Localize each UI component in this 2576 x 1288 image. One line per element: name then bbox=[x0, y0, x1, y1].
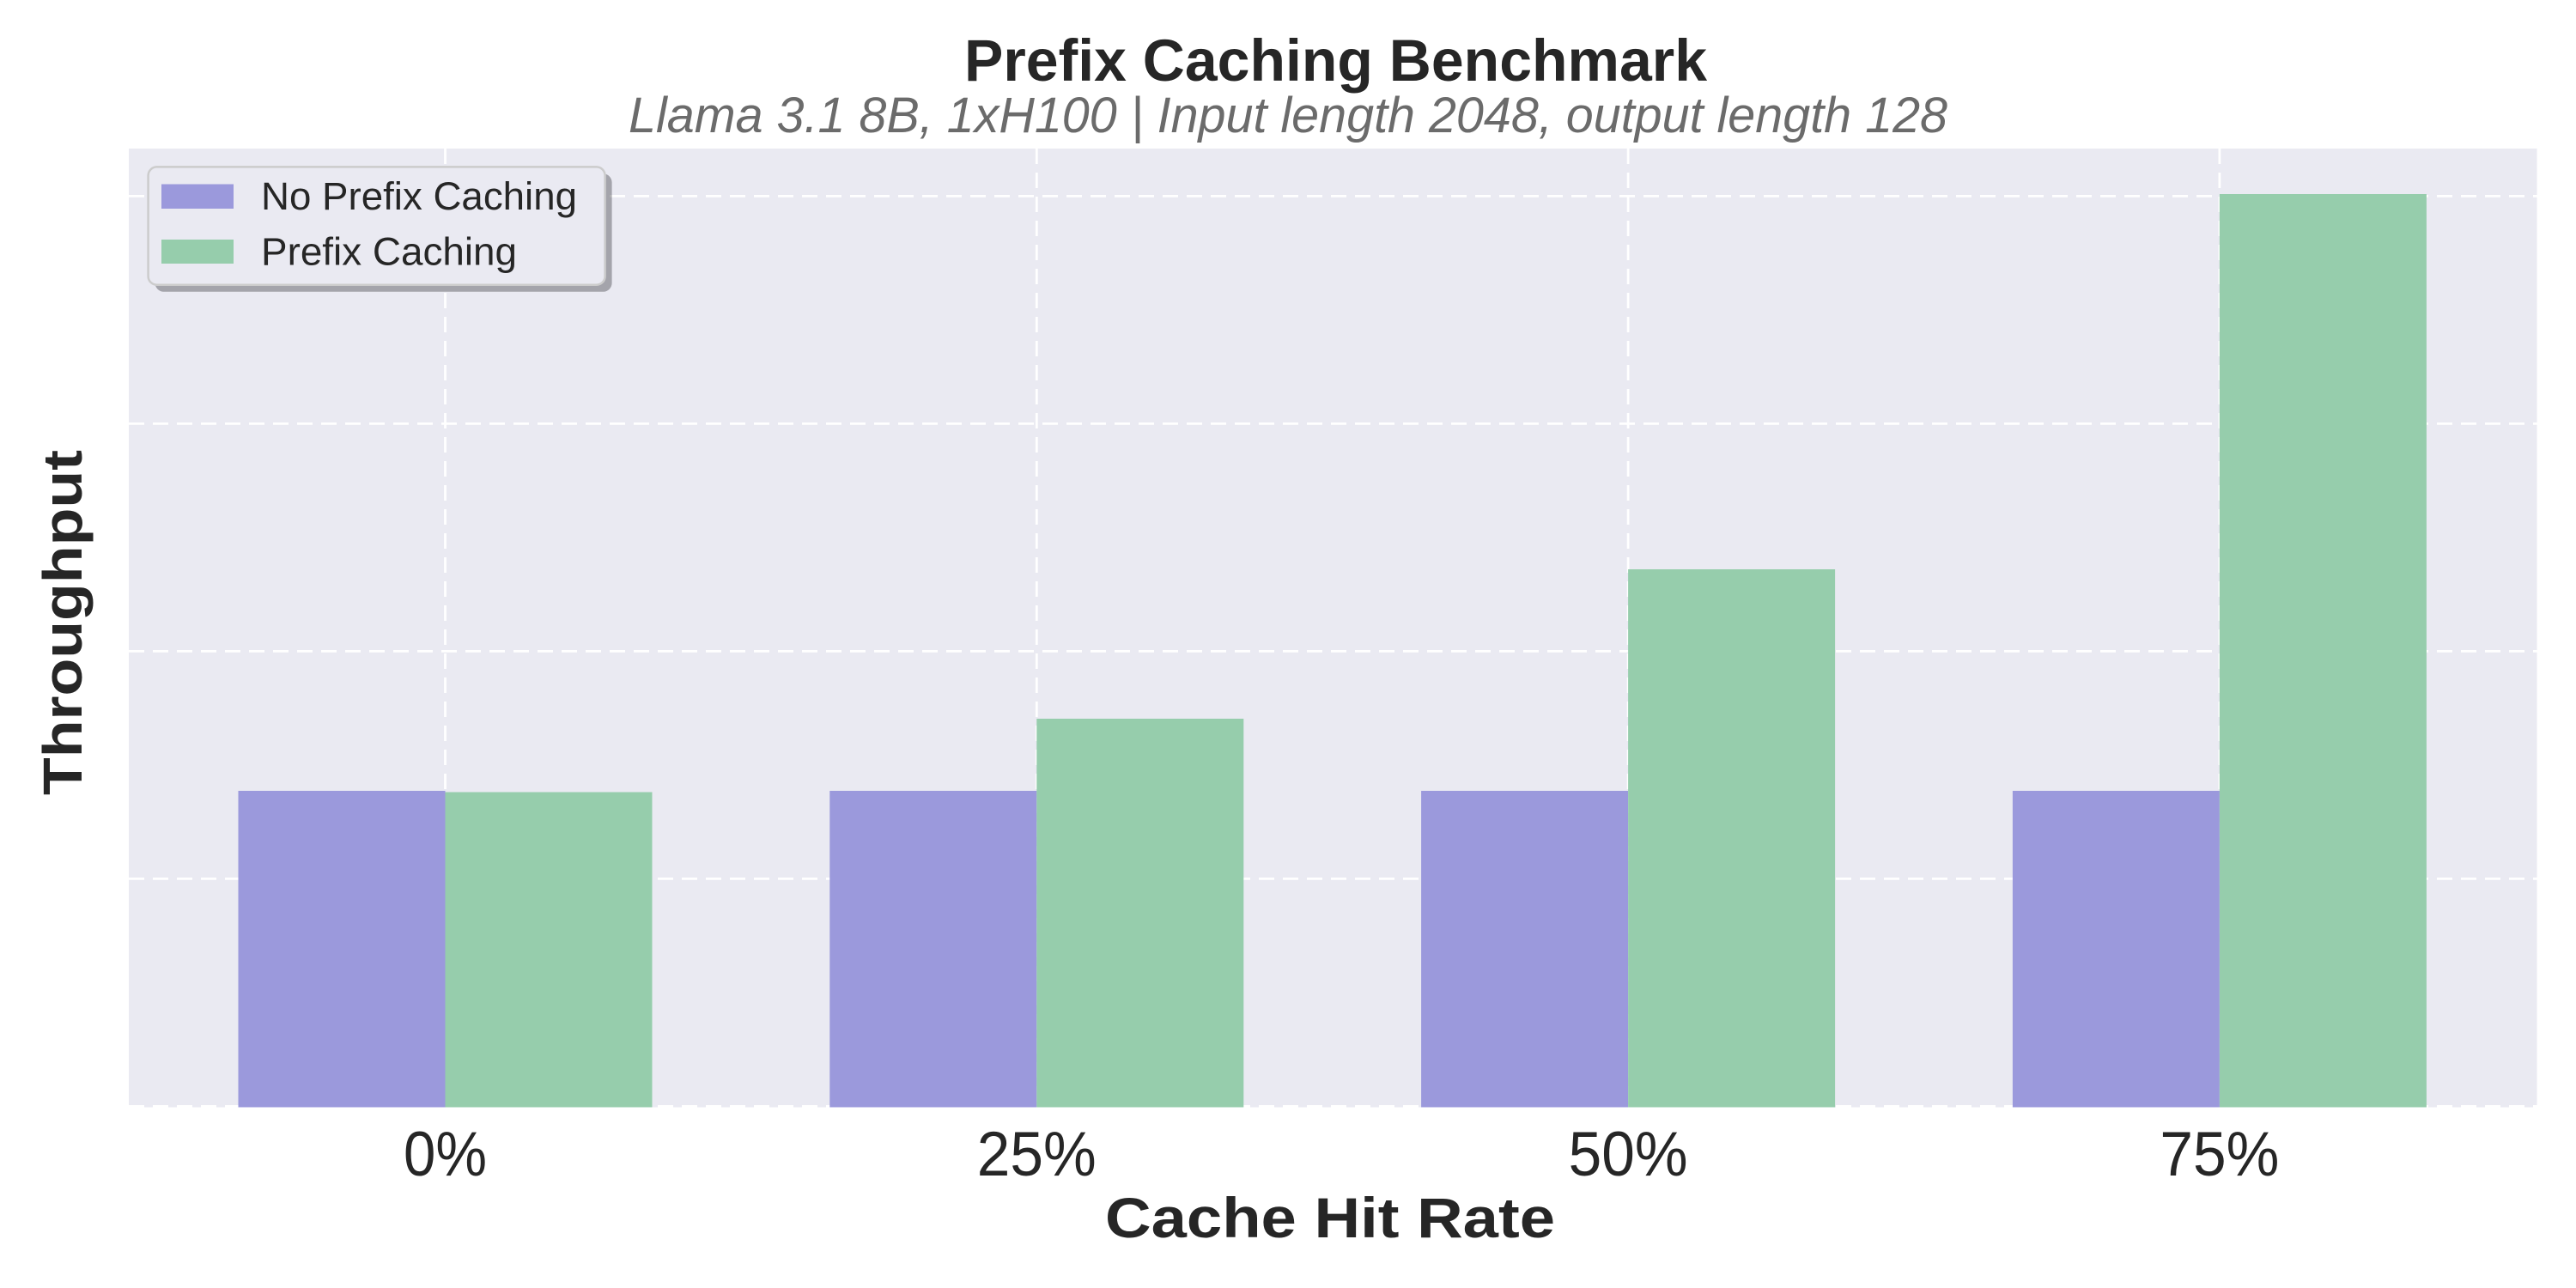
svg-text:75%: 75% bbox=[2160, 1120, 2279, 1189]
svg-text:Cache Hit Rate: Cache Hit Rate bbox=[1105, 1186, 1555, 1249]
svg-text:No Prefix Caching: No Prefix Caching bbox=[261, 174, 577, 218]
svg-text:Throughput: Throughput bbox=[32, 450, 94, 795]
svg-text:0%: 0% bbox=[404, 1120, 487, 1189]
svg-text:25%: 25% bbox=[977, 1120, 1097, 1189]
svg-text:Prefix Caching Benchmark: Prefix Caching Benchmark bbox=[964, 27, 1708, 94]
svg-text:50%: 50% bbox=[1569, 1120, 1688, 1189]
svg-text:Llama 3.1 8B, 1xH100 | Input l: Llama 3.1 8B, 1xH100 | Input length 2048… bbox=[629, 88, 1947, 143]
svg-text:Prefix Caching: Prefix Caching bbox=[261, 230, 517, 274]
